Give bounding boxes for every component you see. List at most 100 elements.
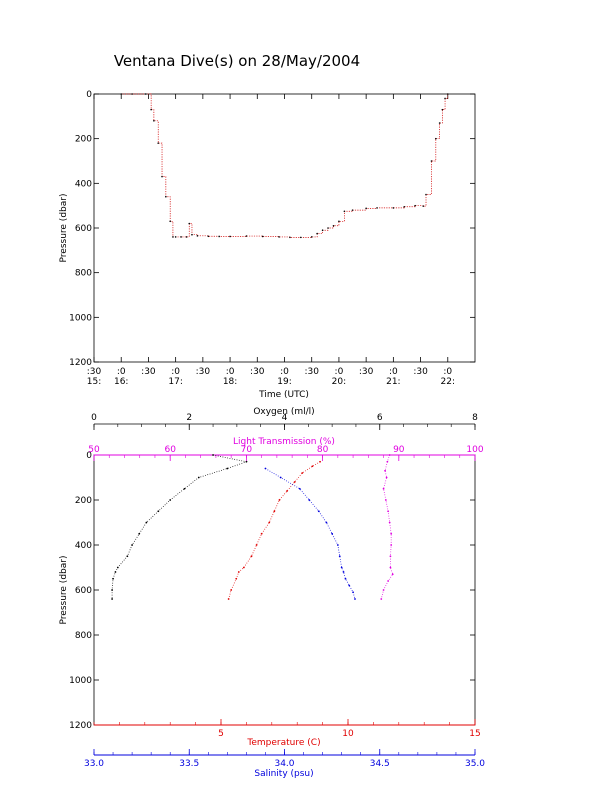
light-transmission-axis-label: Light Transmission (%) [233,437,335,447]
profile-plot-ytick-label: 0 [86,451,92,461]
oxygen-axis-tick-label: 2 [186,413,192,423]
salinity-profile-point [279,476,282,479]
oxygen-profile-point [245,460,248,463]
pressure-time-point [327,227,329,229]
salinity-axis-tick-label: 33.0 [84,759,104,769]
pressure-time-point [144,93,147,95]
time-plot-xtick-hour: 17: [168,377,182,387]
oxygen-profile-point [145,521,148,524]
figure-title: Ventana Dive(s) on 28/May/2004 [114,52,360,70]
pressure-time-point [172,236,174,238]
pressure-time-point [196,235,199,237]
pressure-time-point [338,220,340,223]
time-plot-xtick-minute: :0 [226,367,235,377]
time-plot-xtick-minute: :30 [141,367,156,377]
time-plot-frame [93,93,476,363]
light-transmission-profile-point [387,580,390,582]
temperature-profile-point [278,499,281,501]
pressure-time-point [332,224,335,227]
temperature-profile-point [230,589,233,591]
temperature-profile-point [293,481,296,483]
salinity-profile-point [340,566,343,569]
salinity-profile-point [325,521,328,524]
light-transmission-axis-tick-label: 60 [164,445,176,455]
salinity-profile-point [308,499,311,501]
oxygen-profile-point [126,555,129,558]
pressure-time-point [425,193,427,196]
profile-plot-ytick-label: 200 [75,496,92,506]
light-transmission-profile-point [386,460,389,463]
temperature-axis-tick-label: 5 [218,729,224,739]
time-plot-xtick-minute: :0 [171,367,180,377]
pressure-time-point [191,233,193,236]
pressure-time-point [245,235,248,237]
pressure-time-point [131,93,133,95]
pressure-time-point [180,236,182,238]
oxygen-profile-point [212,454,214,456]
time-plot-xtick-hour: 15: [87,377,101,387]
time-plot-marks: 020040060080010001200:3015::016::30:017:… [69,90,475,387]
oxygen-axis-tick-label: 6 [377,413,383,423]
time-plot-xtick-minute: :30 [250,367,265,377]
temperature-profile-point [319,460,321,463]
temperature-axis-label: Temperature (C) [246,738,320,748]
time-plot-ylabel: Pressure (dbar) [59,194,69,263]
oxygen-profile-point [169,499,172,501]
temperature-profile-point [250,555,253,558]
light-transmission-axis-tick-label: 80 [317,445,329,455]
time-plot-xtick-hour: 16: [114,377,128,387]
salinity-profile-point [348,584,351,587]
pressure-time-point [376,207,378,209]
light-transmission-profile-point [382,589,385,591]
oxygen-profile-point [111,589,113,591]
pressure-time-series-line [121,93,449,238]
pressure-time-point [157,142,160,144]
temperature-profile-point [301,472,304,474]
salinity-axis-tick-label: 34.0 [274,759,294,769]
oxygen-profile-line [111,454,248,599]
oxygen-axis-tick-label: 4 [282,413,288,423]
time-plot-xtick-minute: :30 [87,367,102,377]
time-plot-ytick-label: 1000 [69,313,92,323]
pressure-time-point [278,236,280,238]
salinity-profile-point [298,487,301,490]
light-transmission-profile-point [389,555,392,558]
light-transmission-profile-point [385,476,388,479]
salinity-profile-point [342,571,345,573]
temperature-profile-point [227,598,230,600]
pressure-time-point [321,229,324,232]
pressure-time-point [185,236,188,238]
profile-plot-points [111,454,394,600]
light-transmission-profile-point [390,544,393,546]
temperature-profile-point [255,544,258,546]
pressure-time-point [343,210,346,213]
light-transmission-axis-tick-label: 100 [466,445,483,455]
oxygen-axis-label: Oxygen (ml/l) [253,407,314,417]
pressure-time-point [351,209,354,211]
pressure-time-point [153,120,155,122]
pressure-time-point [392,207,395,209]
profile-plot-marks: 0 200 400 600 800 1000 1200 0 2 4 6 8 50 60 70 80 90 100 5… [69,413,485,769]
pressure-time-point [441,108,444,111]
profile-plot-ytick-label: 400 [75,541,92,551]
pressure-time-point [414,204,416,207]
time-plot-xlabel: Time (UTC) [258,390,309,400]
pressure-time-point [422,205,425,207]
pressure-time-point [316,232,318,235]
pressure-time-series-points [120,93,449,239]
light-transmission-axis-tick-label: 70 [241,445,253,455]
light-transmission-profile-point [389,566,392,569]
pressure-time-point [300,236,302,239]
oxygen-axis-tick-label: 8 [472,413,478,423]
pressure-time-point [174,236,177,238]
temperature-profile-point [235,577,238,580]
pressure-time-point [188,222,191,225]
light-transmission-profile-point [380,598,383,600]
pressure-time-point [438,122,441,124]
light-transmission-profile-point [384,499,387,501]
pressure-time-point [165,195,167,198]
profile-plot-ylabel: Pressure (dbar) [59,556,69,625]
temperature-profile-point [260,532,263,535]
salinity-profile-point [317,510,320,513]
